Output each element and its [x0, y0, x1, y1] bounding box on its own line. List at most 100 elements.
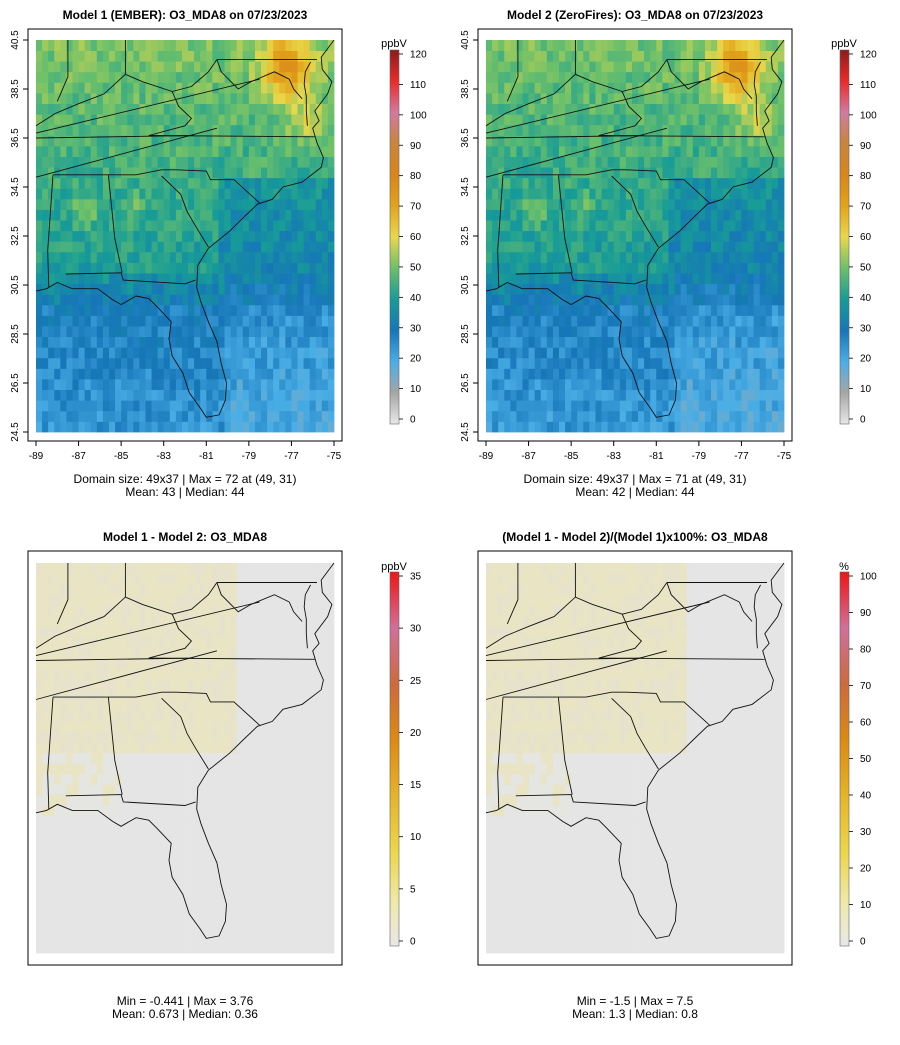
colorbar-tick-label: 10 [860, 384, 872, 395]
y-tick-label: 38.5 [10, 79, 21, 99]
y-tick-label: 28.5 [10, 324, 21, 344]
colorbar-tick-label: 20 [860, 864, 872, 875]
panel1-colorbar-ticks: 0 10 20 30 40 50 60 70 80 90 100 110 120 [399, 50, 427, 426]
y-tick-label: 26.5 [10, 373, 21, 393]
colorbar-tick-label: 10 [410, 832, 422, 843]
colorbar-tick-label: 0 [410, 937, 416, 948]
colorbar-tick-label: 40 [410, 293, 422, 304]
panel2-colorbar-unit: ppbV [831, 38, 857, 50]
y-tick-label: 30.5 [10, 275, 21, 295]
colorbar-tick-label: 30 [410, 624, 422, 635]
colorbar-tick-label: 60 [860, 718, 872, 729]
panel2-heatmap [486, 40, 785, 433]
colorbar-tick-label: 110 [860, 80, 876, 91]
panel4-title: (Model 1 - Model 2)/(Model 1)x100%: O3_M… [502, 530, 768, 544]
colorbar-tick-label: 70 [410, 202, 422, 213]
panel2-stats-line1: Domain size: 49x37 | Max = 71 at (49, 31… [524, 472, 747, 486]
panel1-axes: -89 -87 -85 -83 -81 -79 -77 -75 24.5 26.5 28.5 30.5… [10, 30, 342, 462]
x-tick-label: -83 [156, 451, 171, 462]
y-tick-label: 40.5 [10, 30, 21, 50]
colorbar-tick-label: 90 [860, 608, 872, 619]
x-tick-label: -89 [29, 451, 44, 462]
panel4-colorbar-ticks: 0 10 20 30 40 50 60 70 80 90 100 [849, 572, 877, 948]
y-tick-label: 34.5 [10, 177, 21, 197]
y-tick-label: 24.5 [460, 422, 471, 442]
y-tick-label: 36.5 [460, 128, 471, 148]
panel4-colorbar-unit: % [839, 561, 849, 573]
panel1-stats-line1: Domain size: 49x37 | Max = 72 at (49, 31… [74, 472, 297, 486]
panel4-map-boundaries [485, 562, 785, 939]
panel4-stats-line2: Mean: 1.3 | Median: 0.8 [572, 1007, 698, 1021]
colorbar-tick-label: 40 [860, 791, 872, 802]
x-tick-label: -75 [777, 451, 792, 462]
panel1-colorbar: ppbV 0 10 20 30 40 50 60 70 80 90 100 110 120 [381, 38, 427, 426]
colorbar-tick-label: 5 [410, 884, 416, 895]
x-tick-label: -85 [564, 451, 579, 462]
x-tick-label: -79 [242, 451, 257, 462]
colorbar-tick-label: 100 [860, 572, 877, 583]
y-tick-label: 38.5 [460, 79, 471, 99]
panel3-title: Model 1 - Model 2: O3_MDA8 [103, 530, 267, 544]
panel1-frame [27, 28, 343, 442]
y-tick-label: 24.5 [10, 422, 21, 442]
colorbar-tick-label: 15 [410, 780, 422, 791]
panel4-stats-line1: Min = -1.5 | Max = 7.5 [577, 994, 694, 1008]
x-tick-label: -87 [521, 451, 536, 462]
panel2-map-boundaries [485, 39, 785, 418]
x-tick-label: -79 [692, 451, 707, 462]
panel3-colorbar-ticks: 0 5 10 15 20 25 30 35 [399, 572, 422, 948]
x-tick-label: -83 [606, 451, 621, 462]
colorbar-tick-label: 80 [860, 171, 872, 182]
y-tick-label: 36.5 [10, 128, 21, 148]
x-tick-label: -87 [71, 451, 86, 462]
colorbar-tick-label: 90 [410, 141, 422, 152]
x-tick-label: -85 [114, 451, 129, 462]
colorbar-tick-label: 70 [860, 202, 872, 213]
panel2-axes: -89 -87 -85 -83 -81 -79 -77 -75 24.5 26.5 28.5 30.5… [460, 30, 792, 462]
colorbar-tick-label: 80 [410, 171, 422, 182]
panel1-map-boundaries [35, 39, 335, 418]
colorbar-tick-label: 0 [860, 937, 866, 948]
y-tick-label: 26.5 [460, 373, 471, 393]
panel2-colorbar-ticks: 0 10 20 30 40 50 60 70 80 90 100 110 120 [849, 50, 877, 426]
panel2-colorbar: ppbV 0 10 20 30 40 50 60 70 80 90 100 110 120 [831, 38, 877, 426]
colorbar-tick-label: 10 [410, 384, 422, 395]
colorbar-tick-label: 35 [410, 572, 422, 583]
x-tick-label: -81 [649, 451, 664, 462]
panel3-frame [27, 550, 343, 966]
panel4-heatmap [486, 563, 785, 954]
colorbar-tick-label: 60 [860, 232, 872, 243]
panel1-title: Model 1 (EMBER): O3_MDA8 on 07/23/2023 [63, 8, 308, 22]
y-tick-label: 32.5 [10, 226, 21, 246]
panel1-heatmap [36, 40, 335, 433]
x-tick-label: -75 [327, 451, 342, 462]
y-tick-label: 34.5 [460, 177, 471, 197]
colorbar-tick-label: 50 [410, 262, 422, 273]
colorbar-tick-label: 20 [410, 354, 422, 365]
colorbar-tick-label: 100 [410, 110, 427, 121]
y-tick-label: 32.5 [460, 226, 471, 246]
x-tick-label: -89 [479, 451, 494, 462]
colorbar-tick-label: 20 [410, 728, 422, 739]
colorbar-tick-label: 30 [860, 827, 872, 838]
panel2-frame [477, 28, 793, 442]
colorbar-tick-label: 30 [860, 323, 872, 334]
colorbar-tick-label: 110 [410, 80, 426, 91]
x-tick-label: -81 [199, 451, 214, 462]
colorbar-tick-label: 50 [860, 754, 872, 765]
colorbar-tick-label: 100 [860, 110, 877, 121]
colorbar-tick-label: 90 [860, 141, 872, 152]
colorbar-tick-label: 20 [860, 354, 872, 365]
panel4-frame [477, 550, 793, 966]
colorbar-tick-label: 0 [860, 415, 866, 426]
colorbar-tick-label: 80 [860, 645, 872, 656]
colorbar-tick-label: 30 [410, 323, 422, 334]
y-tick-label: 28.5 [460, 324, 471, 344]
colorbar-tick-label: 10 [860, 900, 872, 911]
colorbar-tick-label: 120 [410, 50, 427, 61]
panel3-stats-line2: Mean: 0.673 | Median: 0.36 [112, 1007, 258, 1021]
panel3-map-boundaries [35, 562, 335, 939]
colorbar-tick-label: 50 [860, 262, 872, 273]
panel4-colorbar: % 0 10 20 30 40 50 60 70 80 90 100 [839, 561, 877, 948]
